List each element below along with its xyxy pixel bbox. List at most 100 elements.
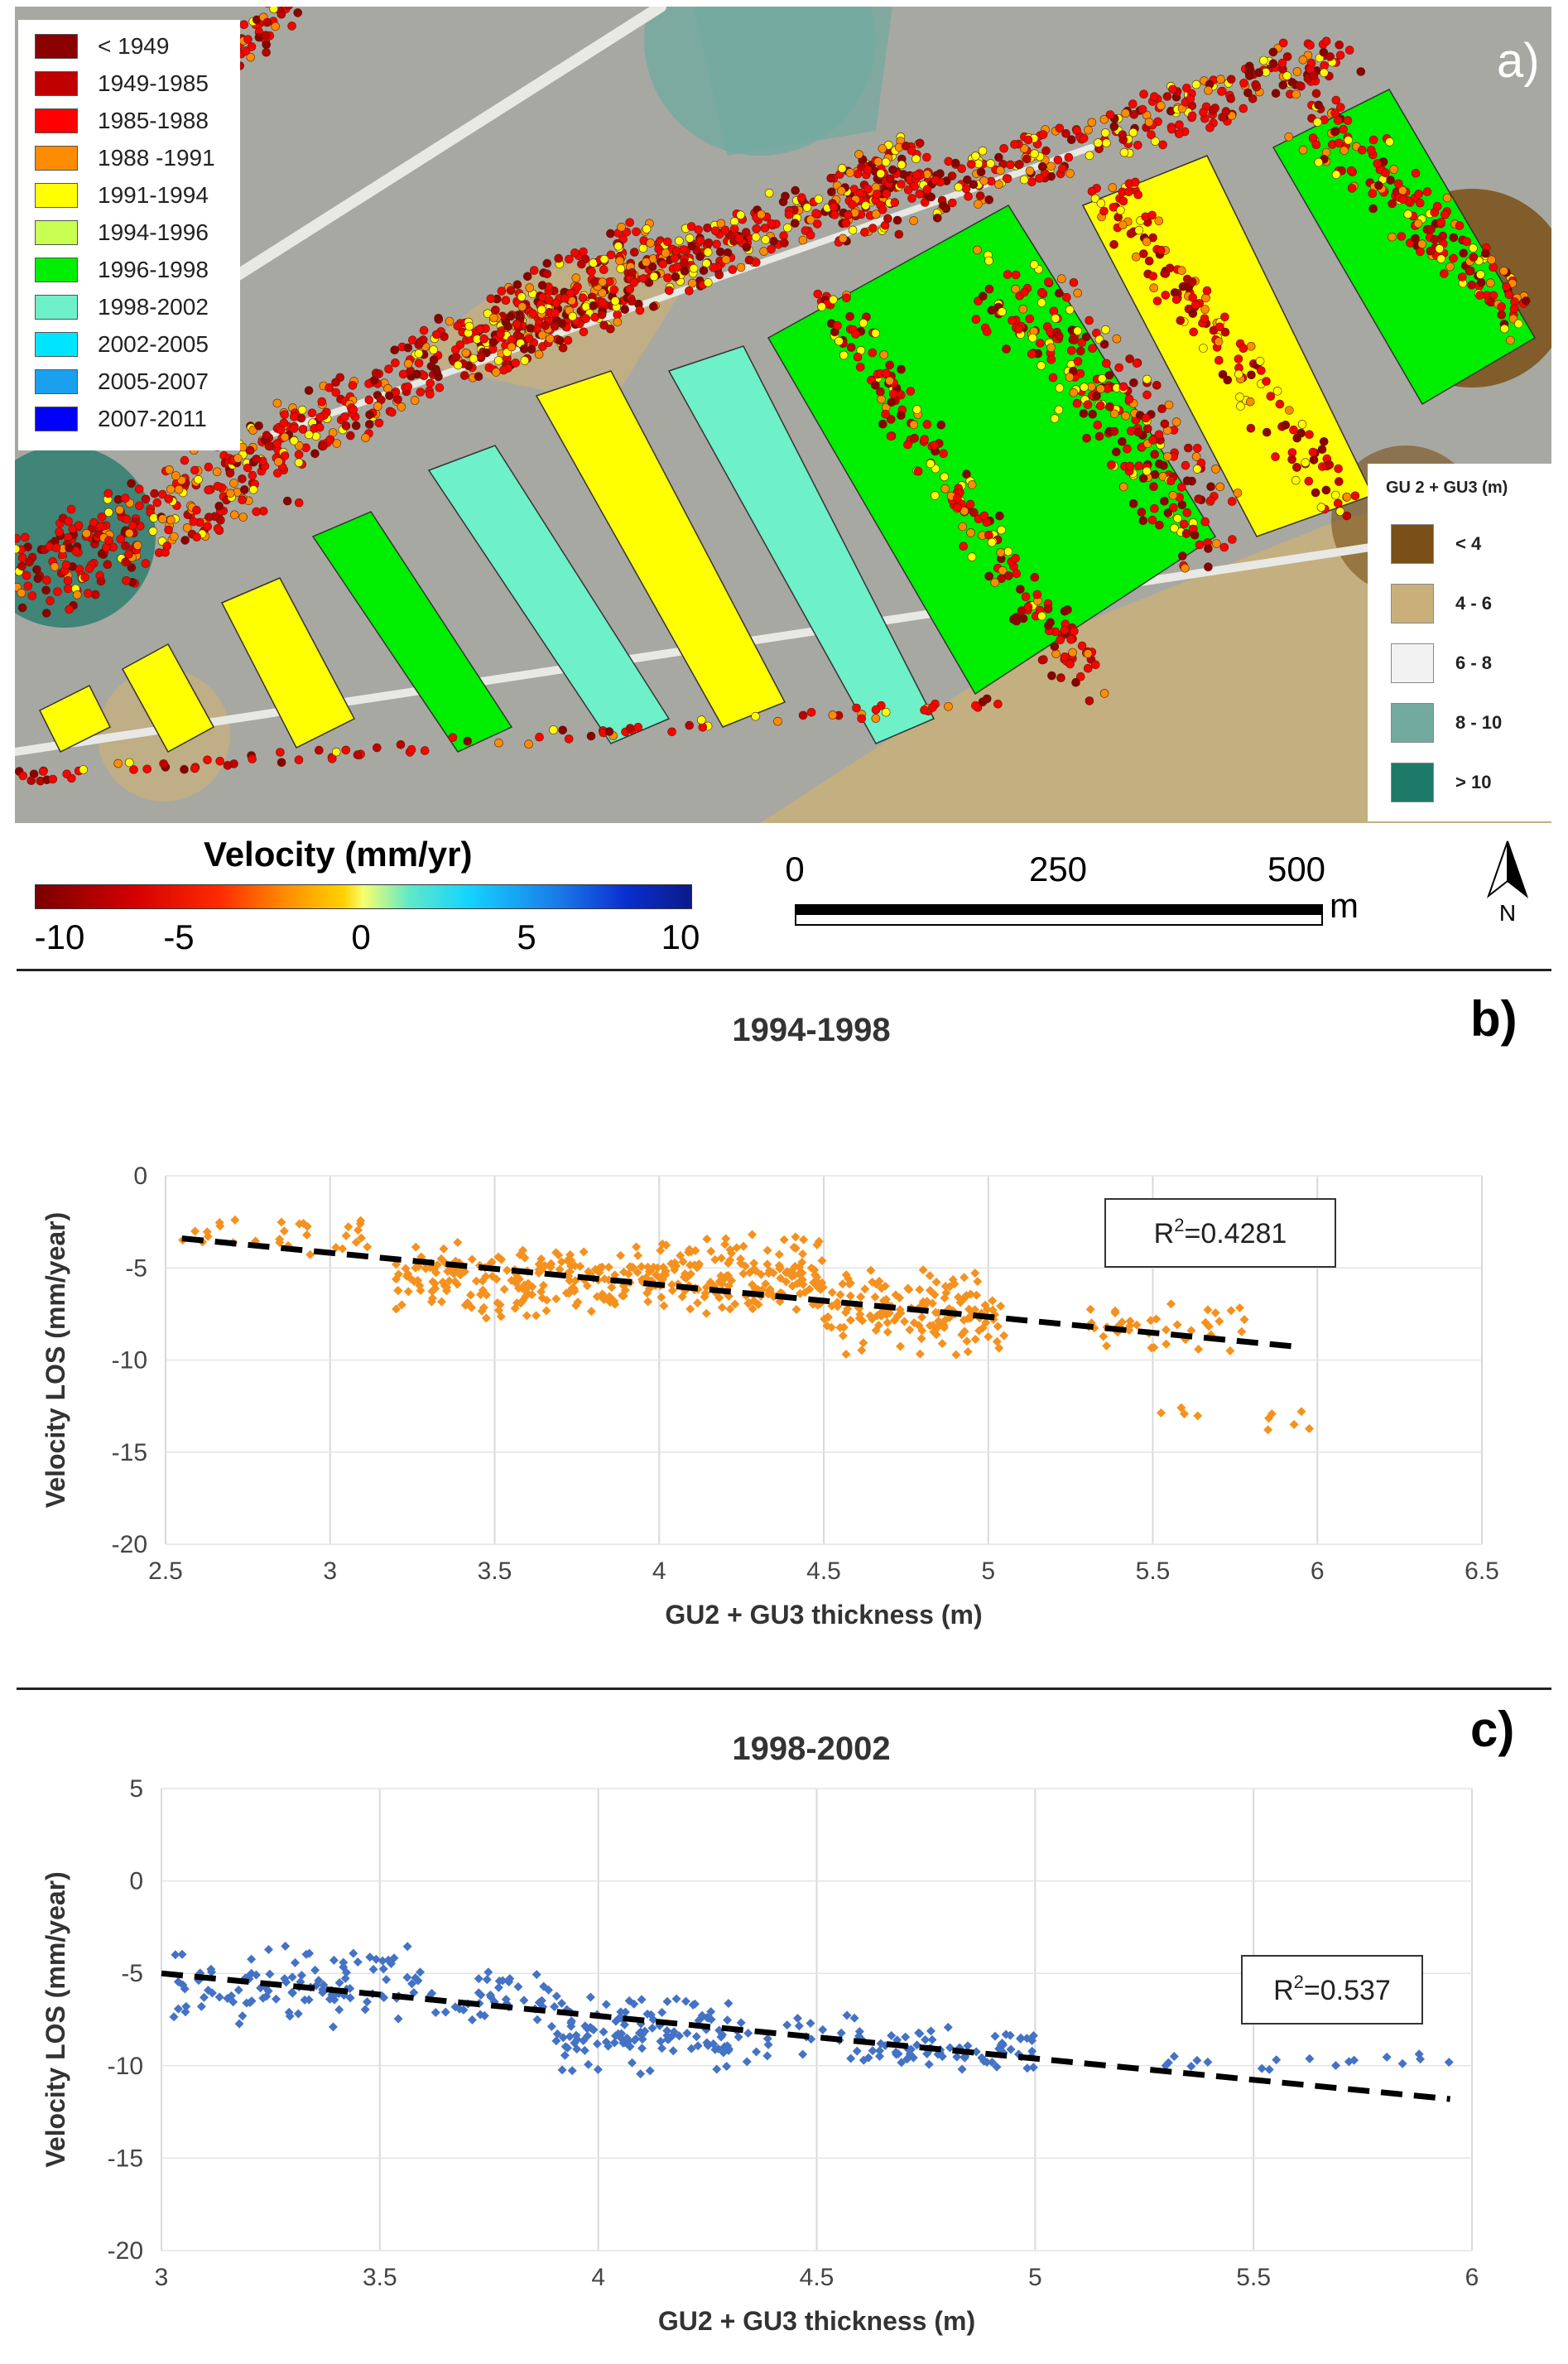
ps-point [860,228,869,237]
data-point [732,1243,742,1253]
ps-point [1291,475,1301,485]
ps-point [1157,404,1166,414]
ps-point [464,321,474,331]
ps-point [1502,282,1511,291]
ps-point [971,315,981,325]
data-point [930,1290,940,1300]
data-point [749,1296,759,1306]
ps-point [1128,128,1138,137]
ps-point [1099,339,1109,349]
data-point [551,2036,561,2046]
panel-letter-b: b) [1470,991,1517,1047]
ps-point [1147,210,1157,220]
north-arrow-icon: N [1486,840,1529,926]
ps-point [781,191,790,201]
data-point [701,1308,711,1318]
ps-point [1150,503,1159,513]
ps-point [20,532,30,542]
ps-point [995,511,1004,521]
ps-point [1016,585,1025,595]
ps-point [1469,253,1479,262]
data-point [706,1246,716,1256]
data-point [954,1293,964,1302]
north-label: N [1499,900,1516,926]
data-point [977,2053,987,2063]
data-point [482,1975,492,1985]
ps-point [1150,450,1159,460]
data-point [287,1988,297,1998]
data-point [199,1992,209,2002]
data-point [686,2044,696,2053]
data-point [580,2045,589,2055]
data-point [859,1338,868,1348]
ps-point [341,745,351,755]
ps-point [1118,130,1127,139]
ps-point [204,462,214,472]
ps-point [419,325,429,335]
ps-point [1109,239,1118,249]
ps-point [1301,458,1310,468]
data-point [782,1277,791,1287]
data-point [536,1265,546,1275]
ps-point [1126,229,1136,238]
ps-point [859,318,868,328]
ps-point [528,309,537,319]
ps-point [1067,346,1076,355]
ps-point [844,210,853,219]
data-point [738,1241,748,1251]
ps-point [1281,420,1291,430]
data-point [284,2007,294,2017]
data-point [899,1317,909,1326]
ps-point [284,7,293,10]
data-point [411,1973,421,1983]
x-tick-label: 5 [981,1558,995,1585]
ps-point [871,705,881,715]
data-point [657,2044,667,2053]
ps-point [1475,291,1484,300]
ps-point [293,8,303,17]
ps-point [274,457,283,466]
ps-point [1320,68,1329,78]
data-point [482,1290,492,1300]
ps-point [238,513,248,522]
ps-point [1138,516,1148,526]
ps-point [1330,108,1340,118]
ps-point [714,270,724,280]
ps-point [66,504,76,514]
ps-point [863,184,873,194]
ps-point [802,203,812,212]
data-point [1086,1318,1096,1328]
data-point [841,1270,851,1280]
ps-point [780,238,789,248]
velocity-tick: 0 [351,917,371,956]
data-point [693,2041,703,2051]
ps-point [845,168,855,177]
ps-point [339,412,349,421]
ps-point [1051,649,1061,659]
data-point [1235,1302,1245,1312]
ps-point [694,225,703,234]
ps-point [671,246,681,256]
data-point [498,1976,507,1986]
year-legend-swatch [35,71,78,96]
ps-point [506,286,516,296]
x-tick-label: 4 [652,1558,666,1585]
data-point [984,1331,993,1341]
ps-point [876,169,886,178]
ps-point [1188,309,1198,318]
data-point [637,2044,647,2053]
ps-point [551,308,560,318]
data-point [565,2032,575,2042]
ps-point [1088,409,1097,419]
data-point [1349,2055,1359,2065]
ps-point [1191,79,1201,89]
ps-point [1036,339,1045,348]
data-point [233,1985,243,1995]
ps-point [1181,563,1190,573]
ps-point [177,475,186,485]
data-point [870,1292,880,1302]
ps-point [115,505,124,515]
ps-point [1037,287,1046,297]
data-point [584,1267,594,1277]
ps-point [1262,427,1272,437]
